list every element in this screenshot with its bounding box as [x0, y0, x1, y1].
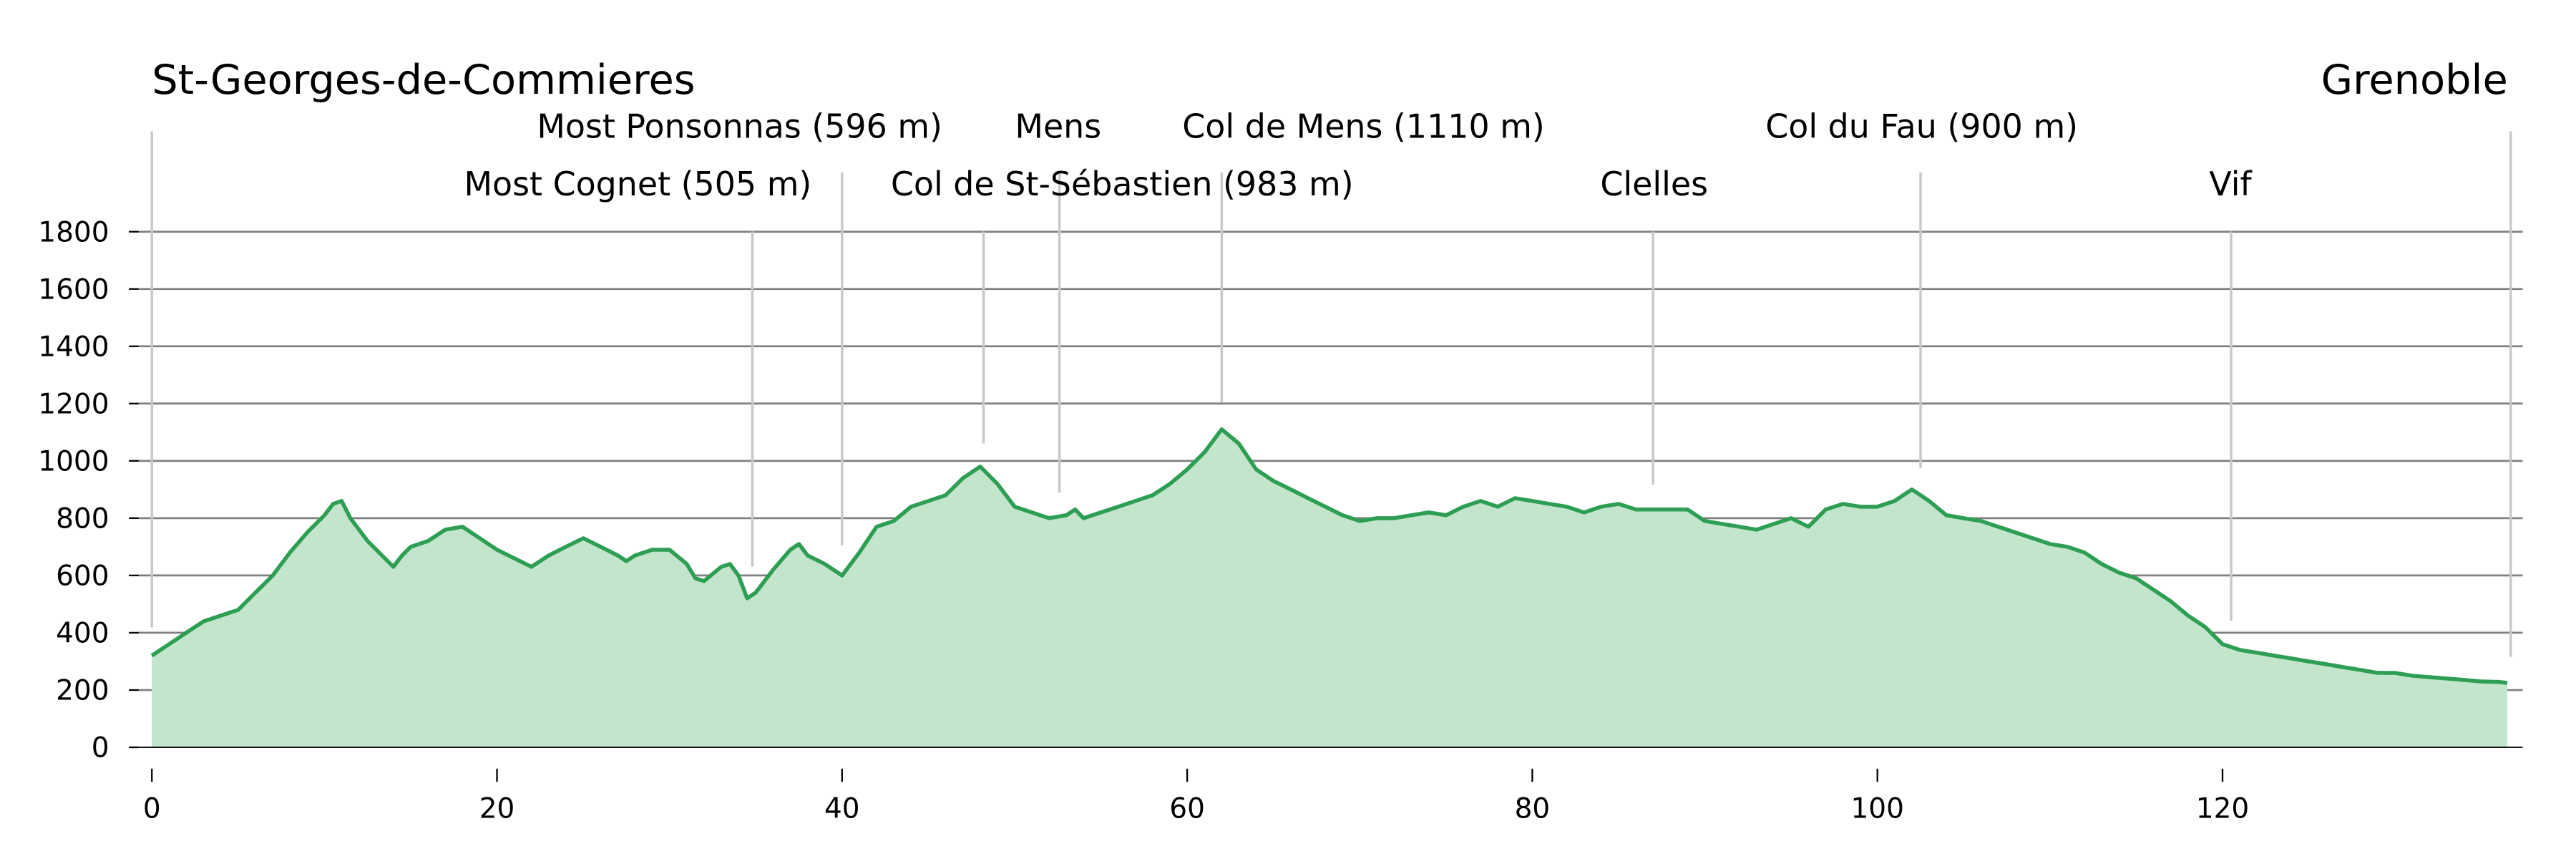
annotation-labels: Most Cognet (505 m) Most Ponsonnas (596 m…	[464, 107, 2253, 203]
axes: 0 200 400 600 800 1000 1200 1400 1600 1800 0 20 40 60…	[38, 216, 2523, 825]
annotation-label: Most Cognet (505 m)	[464, 165, 811, 203]
y-tick-label: 1000	[38, 446, 109, 478]
y-tick-label: 200	[56, 675, 109, 707]
y-tick-label: 0	[92, 732, 109, 765]
y-tick-label: 600	[56, 560, 109, 593]
annotation-label: Clelles	[1600, 165, 1708, 203]
y-tick-label: 800	[56, 503, 109, 535]
y-tick-label: 1600	[38, 273, 109, 306]
annotation-label: Mens	[1015, 107, 1101, 146]
x-tick-label: 60	[1169, 793, 1205, 825]
x-tick-label: 0	[143, 793, 161, 825]
annotation-markers	[150, 131, 2512, 657]
x-tick-label: 20	[479, 793, 515, 825]
annotation-label: Col du Fau (900 m)	[1765, 107, 2078, 146]
y-tick-label: 1800	[38, 216, 109, 248]
y-tick-label: 1200	[38, 389, 109, 421]
start-title: St-Georges-de-Commieres	[152, 56, 695, 104]
annotation-label: Most Ponsonnas (596 m)	[537, 107, 942, 146]
elevation-area	[152, 429, 2507, 747]
x-tick-label: 100	[1850, 793, 1903, 825]
annotation-label: Col de St-Sébastien (983 m)	[891, 165, 1354, 203]
elevation-line	[150, 427, 2508, 685]
x-tick-label: 40	[824, 793, 860, 825]
annotation-label: Col de Mens (1110 m)	[1182, 107, 1545, 146]
x-tick-label: 120	[2196, 793, 2249, 825]
end-title: Grenoble	[2321, 56, 2508, 104]
y-tick-label: 1400	[38, 331, 109, 364]
y-tick-label: 400	[56, 618, 109, 650]
annotation-label: Vif	[2209, 165, 2253, 203]
x-tick-label: 80	[1515, 793, 1551, 825]
